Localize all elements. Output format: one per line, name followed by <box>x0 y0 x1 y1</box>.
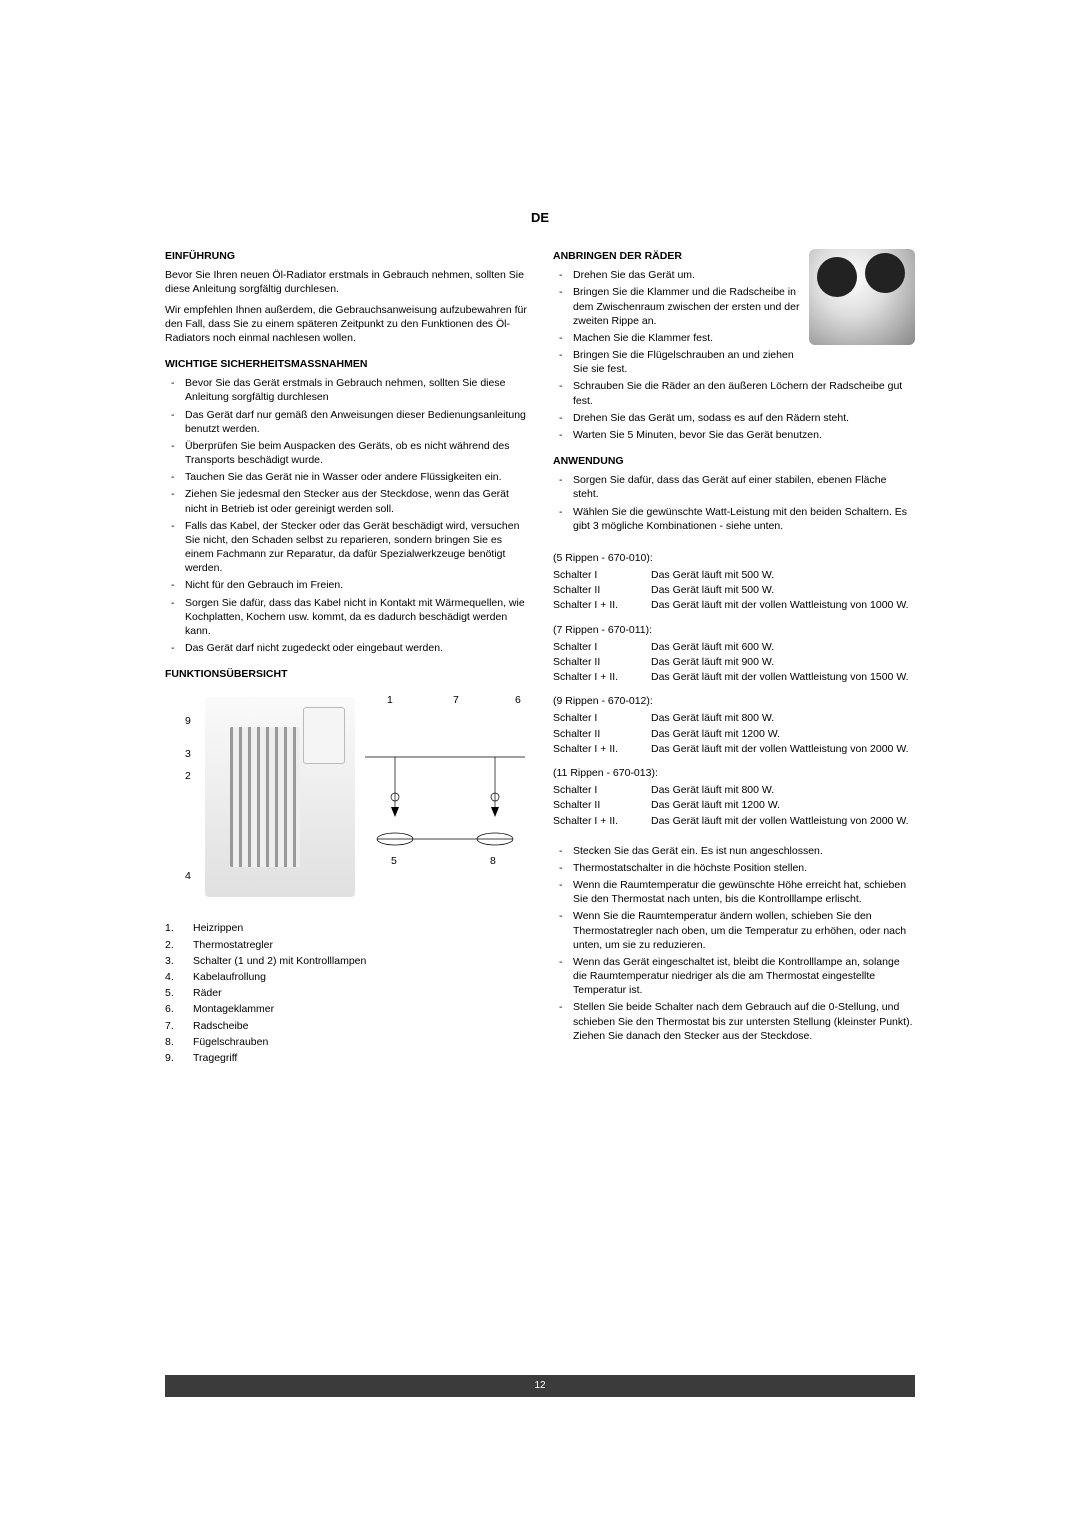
part-label: Montageklammer <box>193 1003 274 1015</box>
table-row: Schalter IIDas Gerät läuft mit 500 W. <box>553 583 915 597</box>
diagram-label-1: 1 <box>387 693 393 707</box>
radiator-illustration <box>205 697 355 897</box>
list-item: Nicht für den Gebrauch im Freien. <box>165 578 527 592</box>
list-item: Tauchen Sie das Gerät nie in Wasser oder… <box>165 470 527 484</box>
list-item: Wenn die Raumtemperatur die gewünschte H… <box>553 878 915 906</box>
part-label: Schalter (1 und 2) mit Kontrolllampen <box>193 955 366 967</box>
diagram-label-2: 2 <box>185 769 191 783</box>
use-list: Sorgen Sie dafür, dass das Gerät auf ein… <box>553 473 915 533</box>
list-item: 8.Fügelschrauben <box>165 1035 527 1049</box>
after-list: Stecken Sie das Gerät ein. Es ist nun an… <box>553 844 915 1043</box>
table-row: Schalter I + II.Das Gerät läuft mit der … <box>553 670 915 684</box>
diagram-label-7: 7 <box>453 693 459 707</box>
group-title: (11 Rippen - 670-013): <box>553 766 915 780</box>
list-item: 1.Heizrippen <box>165 921 527 935</box>
group-title: (7 Rippen - 670-011): <box>553 623 915 637</box>
diagram-label-6: 6 <box>515 693 521 707</box>
table-row: Schalter IDas Gerät läuft mit 800 W. <box>553 783 915 797</box>
list-item: 3.Schalter (1 und 2) mit Kontrolllampen <box>165 954 527 968</box>
list-item: Stellen Sie beide Schalter nach dem Gebr… <box>553 1000 915 1043</box>
language-title: DE <box>0 210 1080 225</box>
use-heading: ANWENDUNG <box>553 454 915 468</box>
two-column-layout: EINFÜHRUNG Bevor Sie Ihren neuen Öl-Radi… <box>0 249 1080 1067</box>
power-group-11: (11 Rippen - 670-013): Schalter IDas Ger… <box>553 766 915 828</box>
intro-paragraph-1: Bevor Sie Ihren neuen Öl-Radiator erstma… <box>165 268 527 296</box>
list-item: Sorgen Sie dafür, dass das Gerät auf ein… <box>553 473 915 501</box>
list-item: Überprüfen Sie beim Auspacken des Geräts… <box>165 439 527 467</box>
part-label: Fügelschrauben <box>193 1036 268 1048</box>
list-item: Thermostatschalter in die höchste Positi… <box>553 861 915 875</box>
intro-heading: EINFÜHRUNG <box>165 249 527 263</box>
power-group-7: (7 Rippen - 670-011): Schalter IDas Gerä… <box>553 623 915 685</box>
table-row: Schalter IIDas Gerät läuft mit 900 W. <box>553 655 915 669</box>
wheels-list: Drehen Sie das Gerät um. Bringen Sie die… <box>553 268 915 442</box>
list-item: Bringen Sie die Flügelschrauben an und z… <box>553 348 915 376</box>
list-item: 4.Kabelaufrollung <box>165 970 527 984</box>
safety-heading: WICHTIGE SICHERHEITSMASSNAHMEN <box>165 357 527 371</box>
diagram-label-3: 3 <box>185 747 191 761</box>
diagram-label-9: 9 <box>185 714 191 728</box>
list-item: Stecken Sie das Gerät ein. Es ist nun an… <box>553 844 915 858</box>
right-column: ANBRINGEN DER RÄDER Drehen Sie das Gerät… <box>553 249 915 1067</box>
product-diagram: 9 3 2 4 1 7 6 5 8 <box>165 689 527 909</box>
list-item: Bringen Sie die Klammer und die Radschei… <box>553 285 915 328</box>
wheels-section: ANBRINGEN DER RÄDER Drehen Sie das Gerät… <box>553 249 915 442</box>
overview-heading: FUNKTIONSÜBERSICHT <box>165 667 527 681</box>
list-item: Schrauben Sie die Räder an den äußeren L… <box>553 379 915 407</box>
table-row: Schalter IDas Gerät läuft mit 500 W. <box>553 568 915 582</box>
table-row: Schalter I + II.Das Gerät läuft mit der … <box>553 742 915 756</box>
list-item: Bevor Sie das Gerät erstmals in Gebrauch… <box>165 376 527 404</box>
group-title: (5 Rippen - 670-010): <box>553 551 915 565</box>
page-footer: 12 <box>165 1375 915 1397</box>
list-item: Warten Sie 5 Minuten, bevor Sie das Gerä… <box>553 428 915 442</box>
list-item: Sorgen Sie dafür, dass das Kabel nicht i… <box>165 596 527 639</box>
part-label: Tragegriff <box>193 1052 237 1064</box>
list-item: 7.Radscheibe <box>165 1019 527 1033</box>
list-item: Drehen Sie das Gerät um, sodass es auf d… <box>553 411 915 425</box>
list-item: Ziehen Sie jedesmal den Stecker aus der … <box>165 487 527 515</box>
table-row: Schalter IIDas Gerät läuft mit 1200 W. <box>553 727 915 741</box>
list-item: 5.Räder <box>165 986 527 1000</box>
parts-list: 1.Heizrippen 2.Thermostatregler 3.Schalt… <box>165 921 527 1065</box>
diagram-label-5: 5 <box>391 854 397 868</box>
page-number: 12 <box>534 1380 545 1391</box>
intro-paragraph-2: Wir empfehlen Ihnen außerdem, die Gebrau… <box>165 303 527 346</box>
table-row: Schalter IDas Gerät läuft mit 600 W. <box>553 640 915 654</box>
table-row: Schalter IIDas Gerät läuft mit 1200 W. <box>553 798 915 812</box>
part-label: Thermostatregler <box>193 939 273 951</box>
list-item: 2.Thermostatregler <box>165 938 527 952</box>
list-item: Falls das Kabel, der Stecker oder das Ge… <box>165 519 527 576</box>
power-group-5: (5 Rippen - 670-010): Schalter IDas Gerä… <box>553 551 915 613</box>
group-title: (9 Rippen - 670-012): <box>553 694 915 708</box>
document-page: DE EINFÜHRUNG Bevor Sie Ihren neuen Öl-R… <box>0 0 1080 1527</box>
list-item: Das Gerät darf nicht zugedeckt oder eing… <box>165 641 527 655</box>
part-label: Radscheibe <box>193 1020 248 1032</box>
part-label: Heizrippen <box>193 922 243 934</box>
list-item: Wählen Sie die gewünschte Watt-Leistung … <box>553 505 915 533</box>
list-item: Machen Sie die Klammer fest. <box>553 331 915 345</box>
table-row: Schalter IDas Gerät läuft mit 800 W. <box>553 711 915 725</box>
diagram-label-4: 4 <box>185 869 191 883</box>
diagram-label-8: 8 <box>490 854 496 868</box>
list-item: 9.Tragegriff <box>165 1051 527 1065</box>
list-text: Bringen Sie die Klammer und die Radschei… <box>573 286 799 326</box>
part-label: Kabelaufrollung <box>193 971 266 983</box>
power-group-9: (9 Rippen - 670-012): Schalter IDas Gerä… <box>553 694 915 756</box>
part-label: Räder <box>193 987 222 999</box>
list-item: 6.Montageklammer <box>165 1002 527 1016</box>
list-item: Wenn Sie die Raumtemperatur ändern wolle… <box>553 909 915 952</box>
list-item: Drehen Sie das Gerät um. <box>553 268 915 282</box>
table-row: Schalter I + II.Das Gerät läuft mit der … <box>553 598 915 612</box>
list-item: Wenn das Gerät eingeschaltet ist, bleibt… <box>553 955 915 998</box>
safety-list: Bevor Sie das Gerät erstmals in Gebrauch… <box>165 376 527 655</box>
list-item: Das Gerät darf nur gemäß den Anweisungen… <box>165 408 527 436</box>
left-column: EINFÜHRUNG Bevor Sie Ihren neuen Öl-Radi… <box>165 249 527 1067</box>
table-row: Schalter I + II.Das Gerät läuft mit der … <box>553 814 915 828</box>
